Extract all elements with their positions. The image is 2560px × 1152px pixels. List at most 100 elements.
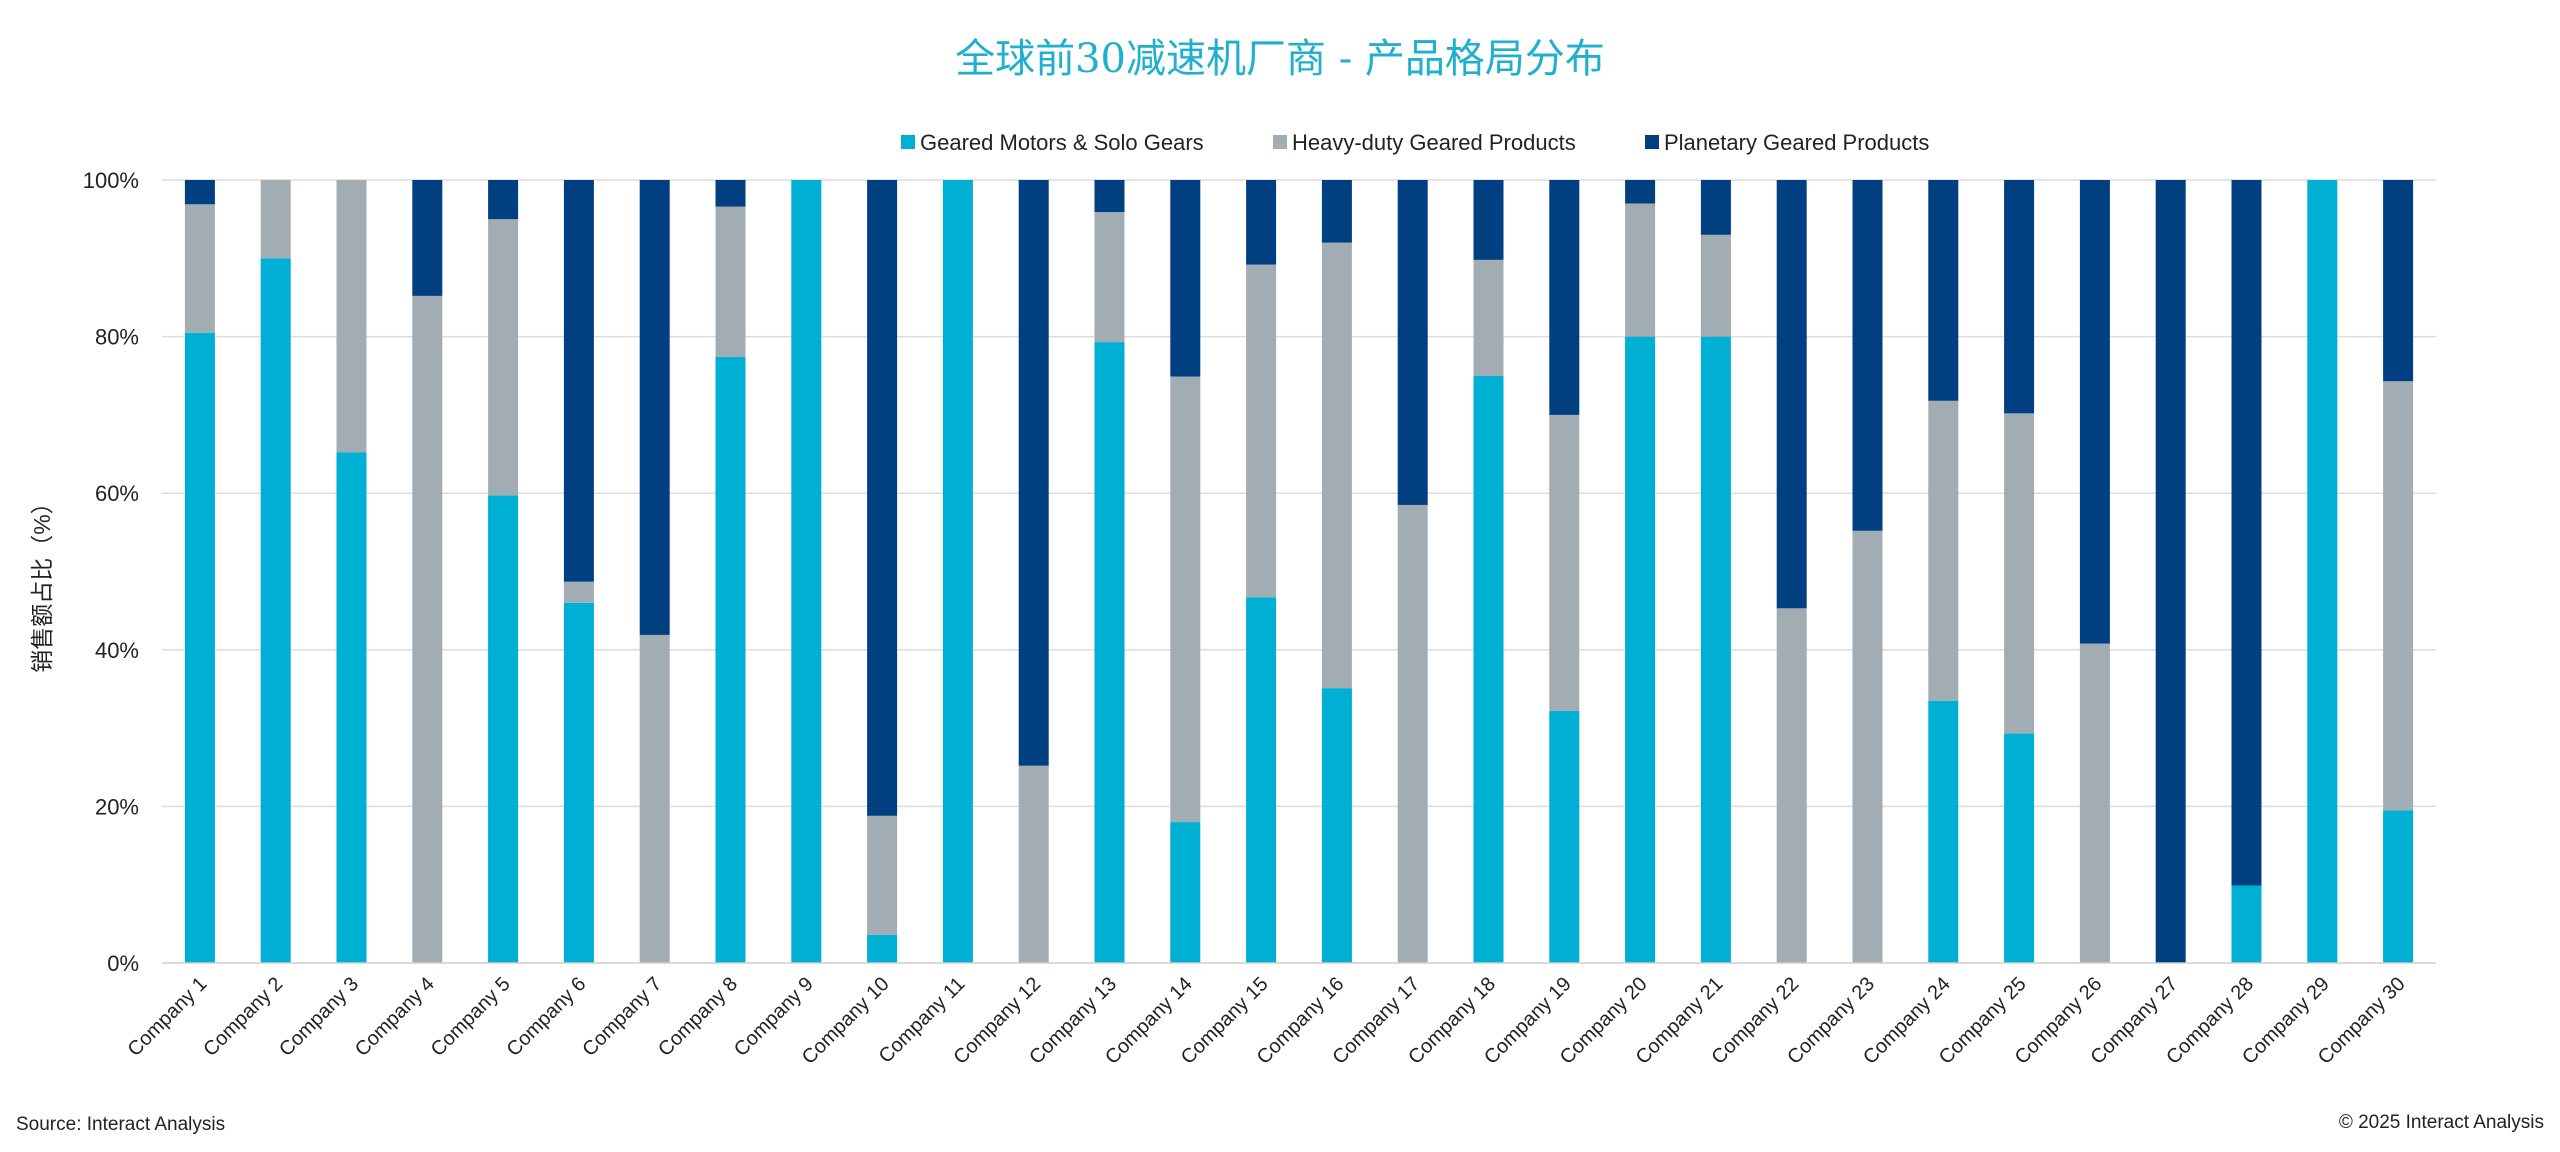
bar-stack (2079, 180, 2110, 963)
bar-segment (2231, 180, 2262, 886)
bar-segment (1549, 180, 1580, 415)
bar-stack (488, 180, 519, 963)
bar-segment (1776, 608, 1807, 963)
bar-segment (2004, 180, 2035, 414)
bar-stack (1321, 180, 1352, 963)
bar-stack (1928, 180, 1959, 963)
bar-segment (1321, 180, 1352, 243)
bar-segment (1852, 180, 1883, 531)
bar-stack (2155, 180, 2186, 963)
bar-stack (563, 180, 594, 963)
x-tick-label: Company 7 (578, 973, 666, 1061)
bar-segment (1246, 264, 1277, 598)
x-tick-label: Company 5 (427, 973, 515, 1061)
bar-stack (260, 180, 291, 963)
x-tick-label: Company 1 (124, 973, 212, 1061)
bar-segment (1928, 400, 1959, 701)
y-tick-label: 20% (95, 794, 139, 819)
y-tick-label: 100% (83, 168, 139, 193)
bar-segment (1397, 180, 1428, 505)
bar-segment (639, 634, 670, 963)
y-tick-label: 80% (95, 325, 139, 350)
bar-stack (1700, 180, 1731, 964)
bar-stack (2383, 180, 2414, 963)
gridlines (162, 179, 2436, 808)
bar-segment (2004, 733, 2035, 963)
y-tick-label: 0% (107, 951, 139, 976)
bar-segment (2383, 180, 2414, 382)
bar-segment (1473, 375, 1504, 963)
bar-segment (1094, 342, 1125, 963)
bar-segment (184, 180, 215, 205)
legend-label: Planetary Geared Products (1664, 130, 1929, 155)
bar-segment (791, 180, 822, 963)
y-axis-label: 销售额占比（%） (29, 491, 55, 672)
bar-stack (336, 180, 367, 963)
bar-segment (2307, 180, 2338, 963)
bar-segment (639, 180, 670, 635)
bar-segment (942, 180, 973, 963)
legend-label: Heavy-duty Geared Products (1292, 130, 1576, 155)
bar-segment (1625, 203, 1656, 337)
copyright-note: © 2025 Interact Analysis (2338, 1112, 2544, 1133)
bar-segment (1246, 180, 1277, 265)
bar-stack (942, 180, 973, 963)
bar-segment (1700, 336, 1731, 964)
x-tick-label: Company 8 (654, 973, 742, 1061)
legend-swatch (1273, 135, 1287, 149)
bar-segment (336, 452, 367, 963)
x-tick-label: Company 4 (351, 973, 439, 1061)
bar-segment (1625, 180, 1656, 204)
bar-segment (1776, 180, 1807, 609)
bar-segment (867, 815, 898, 935)
bar-segment (1018, 180, 1049, 766)
bar-stack (639, 180, 670, 963)
bar-stack (1018, 180, 1049, 963)
bar-segment (715, 180, 746, 207)
bar-segment (488, 180, 519, 220)
bar-segment (2231, 885, 2262, 963)
legend: Geared Motors & Solo Gears Heavy-duty Gea… (901, 130, 1929, 155)
bar-segment (1852, 530, 1883, 963)
bar-stack (412, 180, 443, 963)
bar-segment (1928, 180, 1959, 401)
legend-label: Geared Motors & Solo Gears (920, 130, 1204, 155)
bar-segment (1700, 180, 1731, 235)
bar-segment (1094, 180, 1125, 213)
bar-segment (715, 356, 746, 963)
y-axis-ticks: 0% 20% 40% 60% 80% 100% (83, 168, 139, 976)
x-tick-label: Company 3 (275, 973, 363, 1061)
bar-segment (563, 180, 594, 582)
bar-segment (2155, 180, 2186, 963)
y-tick-label: 60% (95, 481, 139, 506)
bar-segment (1018, 765, 1049, 963)
legend-swatch (901, 135, 915, 149)
bar-stack (1625, 180, 1656, 964)
bar-stack (2231, 180, 2262, 963)
bar-segment (1246, 597, 1277, 963)
bar-segment (260, 180, 291, 259)
bars (184, 180, 2414, 964)
bar-stack (184, 180, 215, 963)
bar-segment (563, 602, 594, 963)
bar-segment (488, 219, 519, 496)
bar-stack (1852, 180, 1883, 963)
bar-segment (412, 295, 443, 963)
bar-segment (563, 581, 594, 603)
bar-segment (867, 180, 898, 816)
bar-segment (1928, 700, 1959, 963)
bar-stack (1473, 180, 1504, 963)
x-tick-label: Company 2 (199, 973, 287, 1061)
bar-segment (488, 495, 519, 963)
bar-segment (184, 332, 215, 963)
bar-stack (1776, 180, 1807, 963)
bar-segment (336, 180, 367, 453)
bar-segment (2079, 643, 2110, 963)
bar-segment (1473, 259, 1504, 376)
bar-stack (2307, 180, 2338, 963)
bar-segment (1549, 414, 1580, 711)
bar-stack (715, 180, 746, 963)
y-tick-label: 40% (95, 638, 139, 663)
bar-segment (1625, 336, 1656, 964)
